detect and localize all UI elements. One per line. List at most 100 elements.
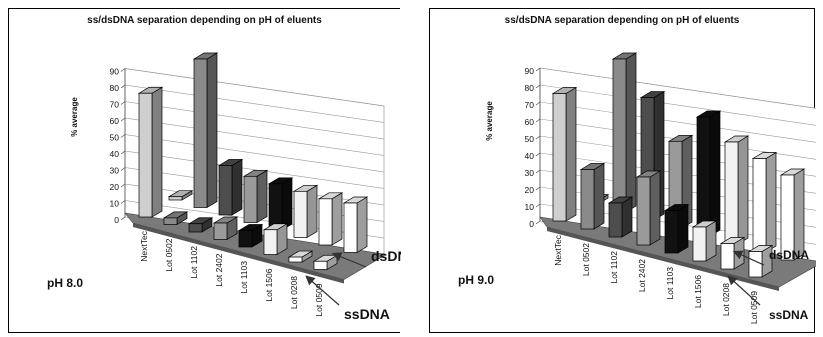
y-tick <box>120 84 126 89</box>
bar-side <box>765 151 777 253</box>
x-tick-label: Lot 1102 <box>189 246 199 279</box>
bar-ssdna <box>691 220 718 262</box>
y-tick-label: 80 <box>525 83 535 93</box>
chart-svg-ph8: 0 10 20 30 40 50 60 70 80 90 % average NextTec Lot 0… <box>47 52 401 322</box>
y-tick <box>535 169 541 174</box>
y-tick-label: 30 <box>110 166 120 176</box>
bar-ssdna <box>137 86 164 218</box>
gridline <box>124 68 385 107</box>
bar-front <box>612 58 627 213</box>
bar-dsdna <box>217 158 244 216</box>
bar-front <box>580 169 595 230</box>
bar-front <box>188 223 203 233</box>
y-tick <box>120 167 126 171</box>
bar-side <box>625 52 637 213</box>
y-tick-label: 40 <box>110 149 120 159</box>
y-tick <box>535 203 541 208</box>
bar-front <box>268 183 283 231</box>
x-tick-label: Lot 0509 <box>314 283 324 316</box>
bar-side <box>705 220 717 262</box>
chart-svg-ph9: 0 10 20 30 40 50 60 70 80 90 % average NextTec Lot 0… <box>458 52 816 324</box>
bar-dsdna <box>779 168 806 261</box>
y-tick-label: 60 <box>525 117 535 127</box>
y-tick-label: 50 <box>110 133 120 143</box>
bar-ssdna <box>579 162 606 230</box>
y-tick <box>535 220 541 225</box>
bar-front <box>243 175 258 223</box>
dsdna-label: dsDNA <box>769 248 809 262</box>
y-tick-label: 40 <box>525 151 535 161</box>
floor-edge <box>133 223 344 284</box>
gridline <box>539 84 816 126</box>
y-tick-label: 60 <box>110 116 120 126</box>
bar-front <box>168 196 183 201</box>
x-tick-label: Lot 1103 <box>665 267 675 300</box>
bar-side <box>206 52 218 209</box>
bar-side <box>649 170 661 246</box>
bar-front <box>780 174 795 261</box>
bar-front <box>293 190 308 238</box>
bar-dsdna <box>611 52 638 213</box>
y-tick-label: 0 <box>114 215 119 225</box>
bar-front <box>313 260 328 270</box>
bar-ssdna <box>212 216 239 241</box>
bar-ssdna <box>237 223 264 248</box>
bar-side <box>621 196 633 238</box>
bar-ssdna <box>663 203 690 254</box>
x-tick-label: Lot 0208 <box>289 276 299 309</box>
bar-dsdna <box>723 135 750 245</box>
bar-side <box>565 86 577 222</box>
dsdna-label: dsDNA <box>371 248 401 264</box>
bar-ssdna <box>262 223 289 256</box>
dsdna-arrow <box>331 252 367 268</box>
chart-title: ss/dsDNA separation depending on pH of e… <box>87 15 322 26</box>
y-tick <box>535 152 541 157</box>
x-tick-label: Lot 1103 <box>239 261 249 294</box>
bar-dsdna <box>342 196 369 254</box>
y-tick <box>535 67 541 72</box>
y-tick <box>120 200 126 204</box>
ssdna-label: ssDNA <box>769 308 809 322</box>
condition-label: pH 8.0 <box>47 276 83 290</box>
bar-ssdna <box>607 196 634 238</box>
bar-front <box>193 58 208 208</box>
bar-side <box>306 184 318 239</box>
y-tick <box>120 134 126 138</box>
y-tick <box>535 135 541 140</box>
ssdna-label: ssDNA <box>344 306 390 322</box>
y-tick <box>535 186 541 191</box>
x-tick-label: NextTec <box>139 230 149 261</box>
bar-side <box>737 135 749 245</box>
x-tick-label: Lot 2402 <box>214 253 224 286</box>
y-tick <box>120 101 126 105</box>
x-tick-label: Lot 1506 <box>264 268 274 301</box>
bar-ssdna <box>635 170 662 246</box>
dsdna-arrow <box>732 250 765 266</box>
bar-front <box>238 230 253 248</box>
bar-side <box>256 169 268 224</box>
bar-side <box>709 110 721 237</box>
bar-dsdna <box>751 151 778 253</box>
x-tick-label: Lot 0509 <box>749 291 759 324</box>
bar-side <box>793 168 805 261</box>
bar-front <box>720 243 735 270</box>
y-tick <box>120 183 126 188</box>
bar-side <box>677 203 689 254</box>
chart-title: ss/dsDNA separation depending on pH of e… <box>504 15 740 26</box>
gridline <box>539 101 816 143</box>
x-tick-label: Lot 1102 <box>609 251 619 284</box>
bar-front <box>752 158 767 253</box>
bar-front <box>608 202 623 238</box>
bar-front <box>163 217 178 225</box>
x-tick-label: Lot 0208 <box>721 283 731 316</box>
y-axis-label: % average <box>485 101 494 141</box>
bar-dsdna <box>267 177 294 231</box>
bar-front <box>748 251 763 278</box>
bar-front <box>696 116 711 237</box>
bar-dsdna <box>695 110 722 237</box>
gridline <box>539 67 816 109</box>
y-tick-label: 30 <box>525 168 535 178</box>
x-tick-label: Lot 2402 <box>637 259 647 292</box>
bar-side <box>356 196 368 254</box>
y-tick-label: 20 <box>110 182 120 192</box>
